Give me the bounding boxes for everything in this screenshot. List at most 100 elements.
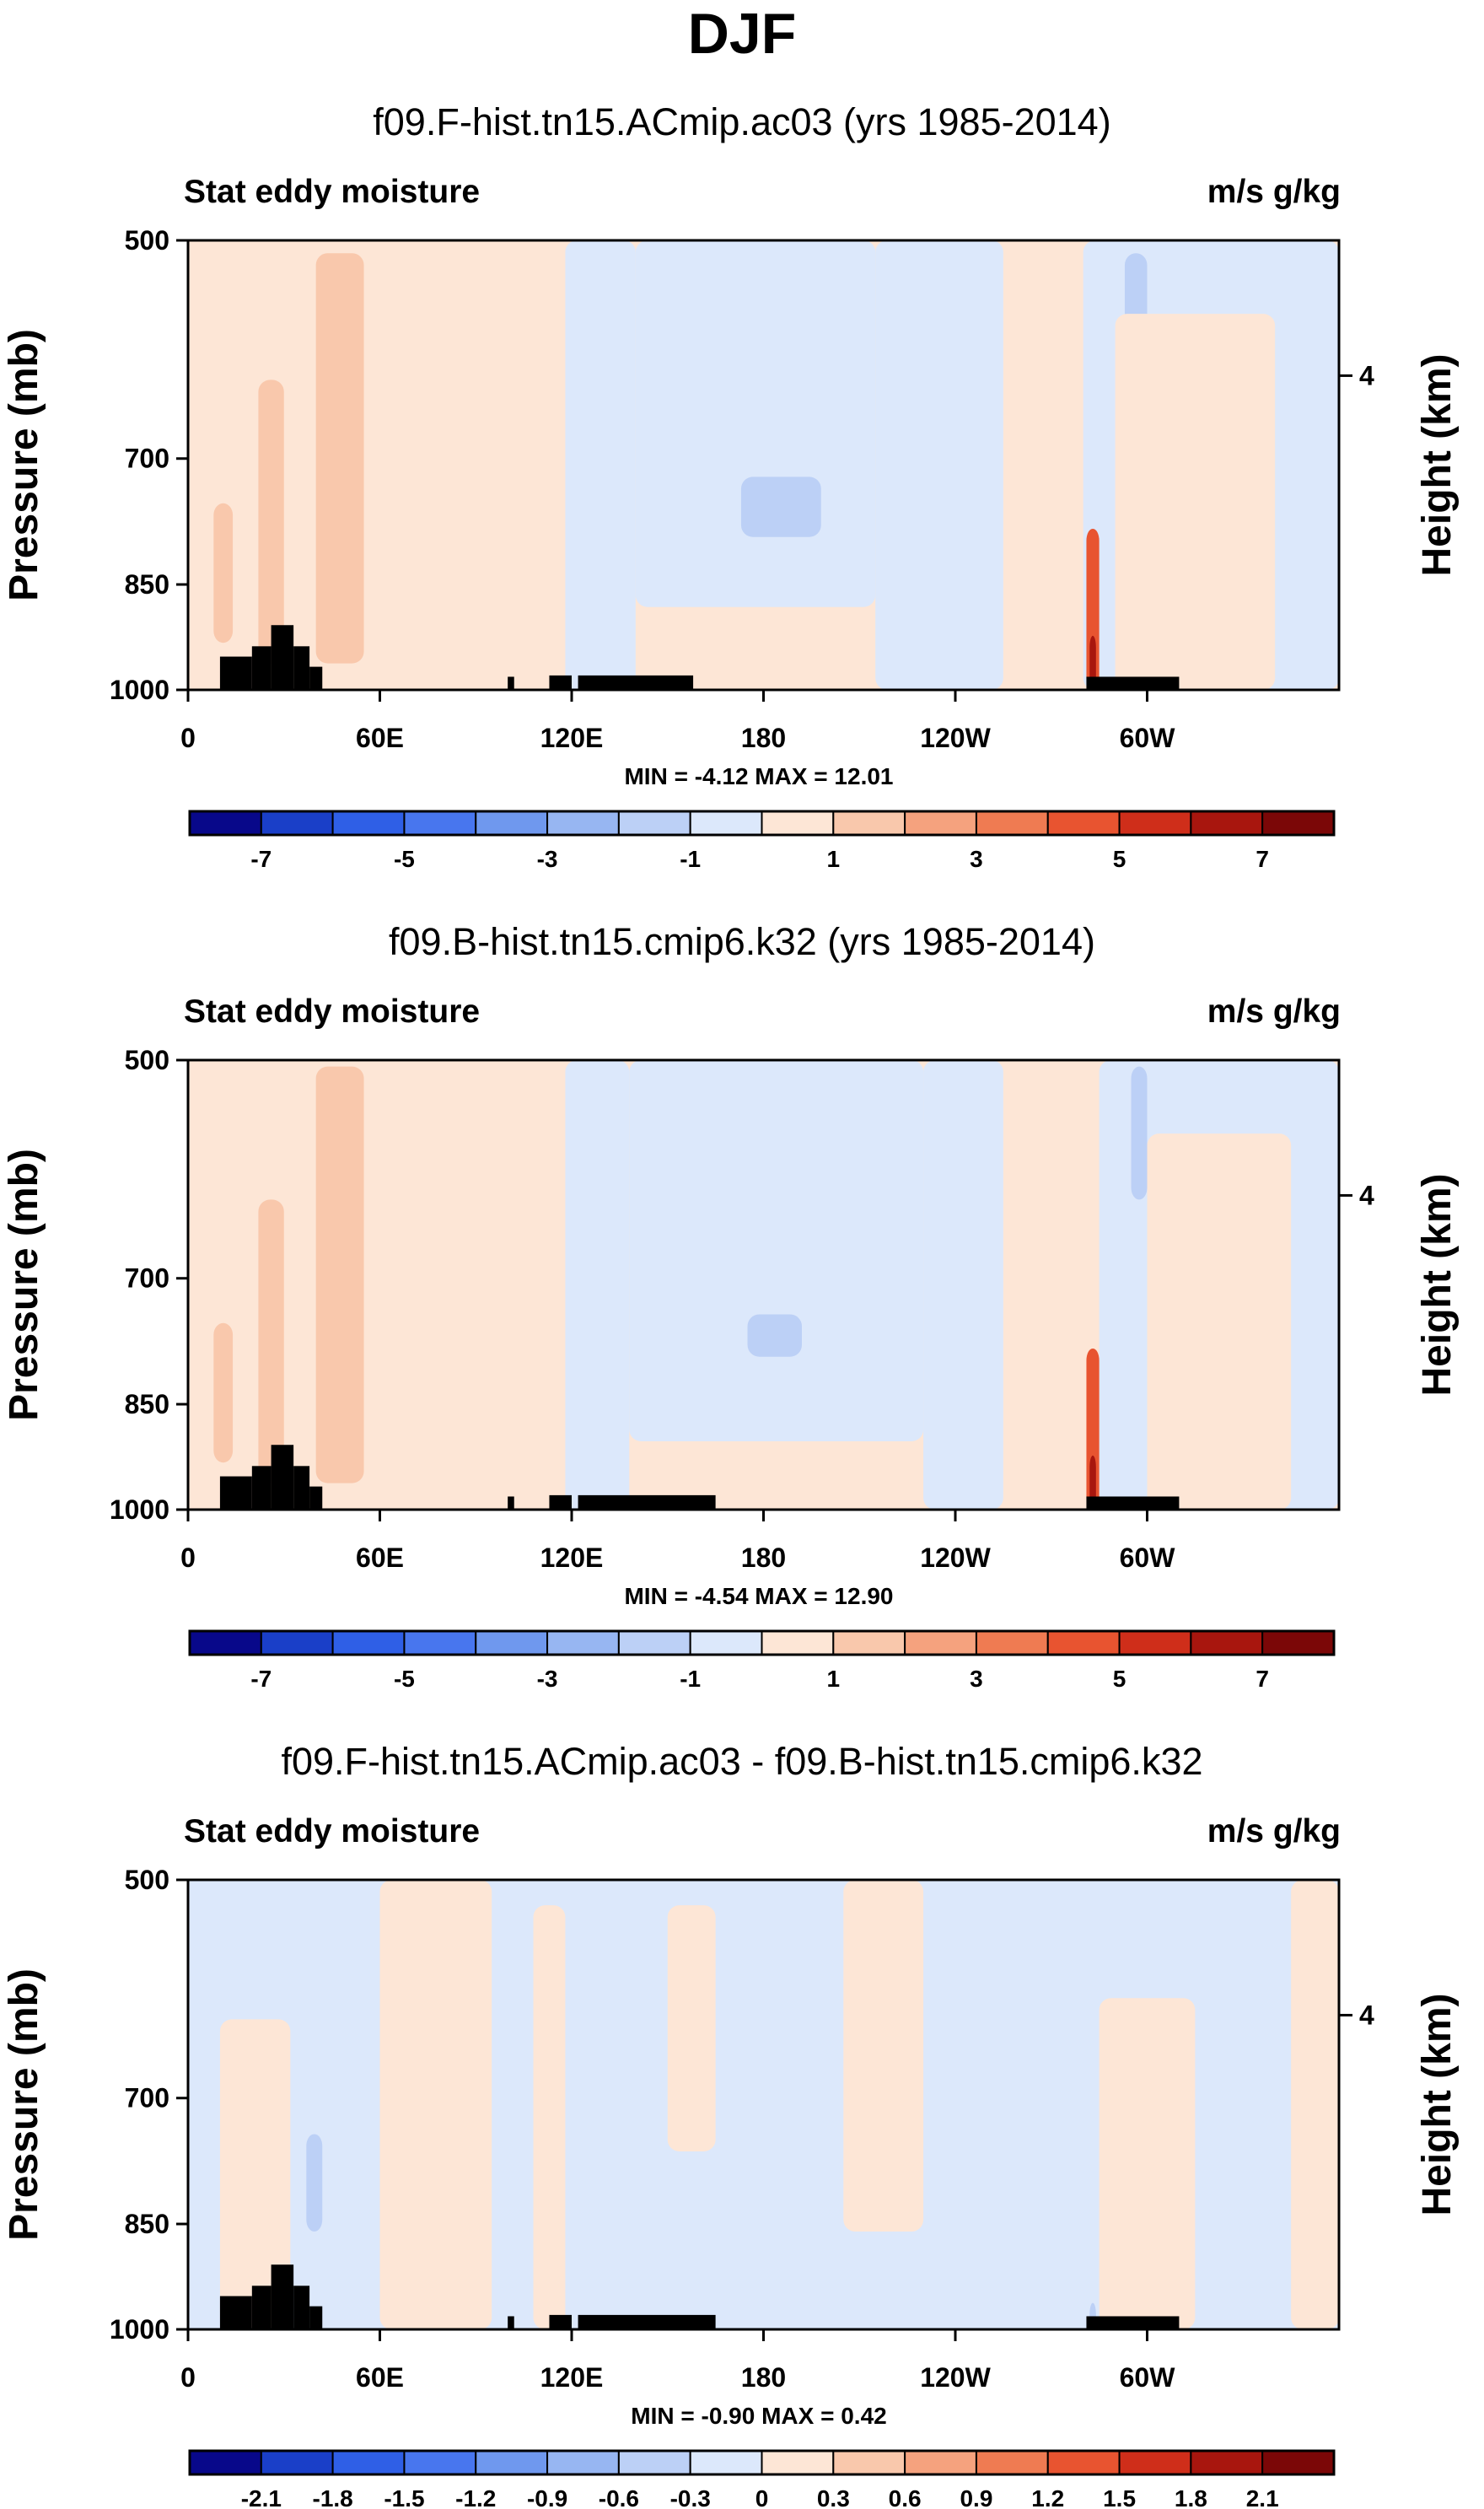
colorbar-label: -3 (537, 846, 558, 872)
x-tick-label: 60E (356, 723, 404, 753)
y2-axis-title: Height (km) (1415, 1174, 1460, 1397)
land-mask (549, 1494, 572, 1510)
colorbar-swatch (260, 2450, 334, 2475)
contour-region (533, 1905, 566, 2329)
land-mask (219, 656, 252, 690)
colorbar-swatch (1261, 1630, 1335, 1656)
colorbar-swatch (1046, 1630, 1121, 1656)
colorbar-label: -3 (537, 1666, 558, 1692)
contour-region (258, 380, 284, 664)
colorbar-label: 7 (1255, 1666, 1269, 1692)
panel-title: f09.F-hist.tn15.ACmip.ac03 (yrs 1985-201… (373, 100, 1110, 143)
colorbar-swatch (475, 2450, 549, 2475)
y-tick-label: 500 (125, 225, 169, 256)
land-mask (251, 2286, 272, 2329)
colorbar-frame (188, 2449, 1336, 2476)
units-label: m/s g/kg (1207, 993, 1341, 1030)
x-tick-label: 120W (920, 2362, 991, 2393)
land-mask (271, 1445, 294, 1510)
colorbar-swatch (689, 2450, 763, 2475)
colorbar-swatch (1118, 1630, 1192, 1656)
colorbar-label: 1 (827, 846, 841, 872)
colorbar-label: 1.8 (1175, 2485, 1207, 2509)
contour-region (1089, 1455, 1096, 1510)
colorbar-swatch (189, 810, 262, 836)
y-tick-label: 850 (125, 2209, 169, 2239)
colorbar-swatch (975, 1630, 1049, 1656)
colorbar-swatch (904, 1630, 977, 1656)
contour-region (1089, 635, 1096, 690)
y-axis-title: Pressure (mb) (2, 1149, 46, 1421)
x-tick-label: 0 (180, 2362, 196, 2393)
x-tick-label: 120W (920, 723, 991, 753)
left-label: Stat eddy moisture (184, 1813, 480, 1849)
colorbar-label: -0.9 (527, 2485, 567, 2509)
land-mask (578, 675, 694, 690)
land-mask (271, 625, 294, 690)
land-mask (549, 2314, 572, 2329)
land-mask (508, 676, 514, 690)
x-tick-label: 0 (180, 723, 196, 753)
contour-region (923, 1060, 1003, 1510)
colorbar-swatch (331, 810, 406, 836)
y-tick-label: 1000 (110, 2314, 169, 2345)
contour-region (213, 1322, 234, 1463)
land-mask (578, 2314, 716, 2329)
y-tick-label: 700 (125, 444, 169, 474)
y2-axis-title: Height (km) (1415, 354, 1460, 577)
land-mask (293, 646, 310, 690)
x-tick-label: 60E (356, 1543, 404, 1573)
colorbar-swatch (1046, 2450, 1121, 2475)
colorbar-swatch (904, 810, 977, 836)
colorbar-label: 0 (755, 2485, 769, 2509)
panel-title: f09.B-hist.tn15.cmip6.k32 (yrs 1985-2014… (389, 920, 1095, 963)
colorbar-label: -7 (250, 1666, 272, 1692)
y2-tick-label: 4 (1359, 2000, 1374, 2030)
x-tick-label: 60W (1120, 723, 1176, 753)
colorbar-swatch (1261, 810, 1335, 836)
colorbar-swatch (904, 2450, 977, 2475)
y-tick-label: 500 (125, 1865, 169, 1895)
colorbar-frame (188, 1629, 1336, 1656)
x-tick-label: 120E (540, 723, 604, 753)
contour-region (875, 240, 1003, 690)
colorbar-swatch (761, 810, 835, 836)
colorbar: -7 -5 -3 -1 1 3 5 7 (188, 1629, 1336, 1692)
contour-region (1131, 1066, 1148, 1200)
colorbar-swatch (403, 1630, 477, 1656)
contour-region (1099, 1998, 1196, 2329)
colorbar-swatch (617, 2450, 691, 2475)
contour-region (315, 253, 364, 664)
y-tick-label: 850 (125, 569, 169, 600)
colorbar-swatch (331, 1630, 406, 1656)
colorbar-label: 7 (1255, 846, 1269, 872)
colorbar-swatch (617, 1630, 691, 1656)
colorbar-label: 1.2 (1031, 2485, 1064, 2509)
x-tick-label: 60W (1120, 2362, 1176, 2393)
units-label: m/s g/kg (1207, 1813, 1341, 1849)
colorbar-swatch (260, 810, 334, 836)
colorbar-swatch (403, 2450, 477, 2475)
y2-axis-title: Height (km) (1415, 1994, 1460, 2216)
colorbar-swatch (761, 1630, 835, 1656)
x-tick-label: 60W (1120, 1543, 1176, 1573)
land-mask (309, 666, 323, 690)
colorbar-label: 3 (970, 1666, 983, 1692)
colorbar-swatch (1118, 2450, 1192, 2475)
land-mask (293, 2286, 310, 2329)
colorbar-label: -1 (680, 846, 701, 872)
panel-title: f09.F-hist.tn15.ACmip.ac03 - f09.B-hist.… (281, 1740, 1202, 1783)
colorbar-swatch (617, 810, 691, 836)
land-mask (293, 1466, 310, 1510)
contour-region (565, 240, 636, 690)
contour-region (379, 1880, 492, 2329)
chart-panel-3: f09.F-hist.tn15.ACmip.ac03 - f09.B-hist.… (2, 1740, 1460, 2509)
colorbar-label: -0.3 (670, 2485, 711, 2509)
y-tick-label: 850 (125, 1389, 169, 1419)
land-mask (549, 675, 572, 690)
colorbar-label: 5 (1113, 846, 1126, 872)
x-tick-label: 60E (356, 2362, 404, 2393)
colorbar-label: 2.1 (1246, 2485, 1279, 2509)
colorbar-swatch (475, 810, 549, 836)
